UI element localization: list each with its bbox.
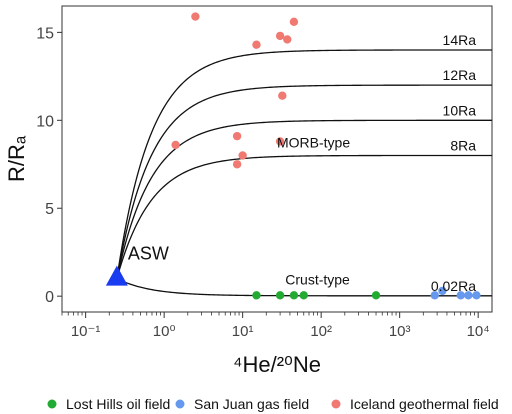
x-tick-label: 10⁻¹	[71, 323, 101, 340]
data-point	[371, 291, 381, 300]
data-point	[252, 291, 261, 300]
x-axis-label: ⁴He/²⁰Ne	[233, 352, 321, 377]
data-point	[289, 17, 299, 27]
data-points	[105, 12, 481, 300]
legend: Lost Hills oil field San Juan gas field Ic…	[47, 396, 499, 412]
curve-label: 8Ra	[450, 137, 476, 153]
mixing-curve	[116, 49, 492, 279]
mixing-curve	[116, 84, 492, 279]
data-point	[278, 91, 287, 100]
legend-marker	[47, 399, 57, 409]
annotations: 14Ra 12Ra 10Ra 8Ra 0.02Ra MORB-type Crust-type…	[128, 32, 476, 294]
x-tick-label: 10²	[310, 323, 332, 340]
y-tick-label: 10	[36, 113, 54, 130]
x-tick-label: 10³	[389, 323, 411, 340]
curve-label: 10Ra	[443, 102, 477, 118]
data-point	[232, 131, 242, 141]
data-point	[275, 31, 285, 41]
data-point	[438, 286, 447, 296]
data-point	[275, 137, 285, 146]
curve-annotation: MORB-type	[277, 135, 350, 151]
x-tick-label: 10¹	[232, 323, 254, 340]
curve-label: 0.02Ra	[431, 278, 476, 294]
data-point	[252, 40, 261, 49]
data-point	[232, 160, 242, 169]
data-point	[464, 291, 473, 300]
x-tick-label: 10⁰	[153, 323, 176, 340]
data-point	[299, 291, 308, 300]
legend-label: Iceland geothermal field	[350, 396, 499, 412]
asw-label: ASW	[128, 244, 169, 264]
plot-frame	[61, 5, 493, 313]
data-point	[238, 151, 247, 160]
y-tick-label: 5	[45, 201, 54, 218]
legend-label: San Juan gas field	[194, 396, 309, 412]
data-point	[283, 35, 292, 44]
y-tick-label: 0	[45, 289, 54, 306]
mixing-curves	[116, 49, 492, 297]
data-point	[430, 291, 439, 300]
data-point	[191, 12, 200, 21]
data-point	[472, 291, 481, 300]
curve-label: 14Ra	[443, 32, 477, 48]
y-tick-label: 15	[36, 25, 54, 42]
legend-marker	[175, 399, 185, 409]
legend-marker	[331, 399, 341, 409]
mixing-curve	[116, 154, 492, 279]
legend-label: Lost Hills oil field	[66, 396, 170, 412]
axes: 0 5 10 15 10⁻¹ 10⁰ 10¹ 10² 10³ 10⁴ ⁴He/²⁰Ne R/Rₐ	[4, 5, 493, 377]
curve-annotation: Crust-type	[285, 272, 350, 288]
y-axis-label: R/Rₐ	[4, 135, 29, 182]
data-point	[275, 291, 285, 300]
x-tick-label: 10⁴	[467, 323, 490, 340]
asw-marker	[105, 265, 128, 286]
curve-label: 12Ra	[443, 67, 477, 83]
data-point	[456, 291, 465, 300]
data-point	[171, 140, 180, 150]
data-point	[289, 291, 299, 300]
